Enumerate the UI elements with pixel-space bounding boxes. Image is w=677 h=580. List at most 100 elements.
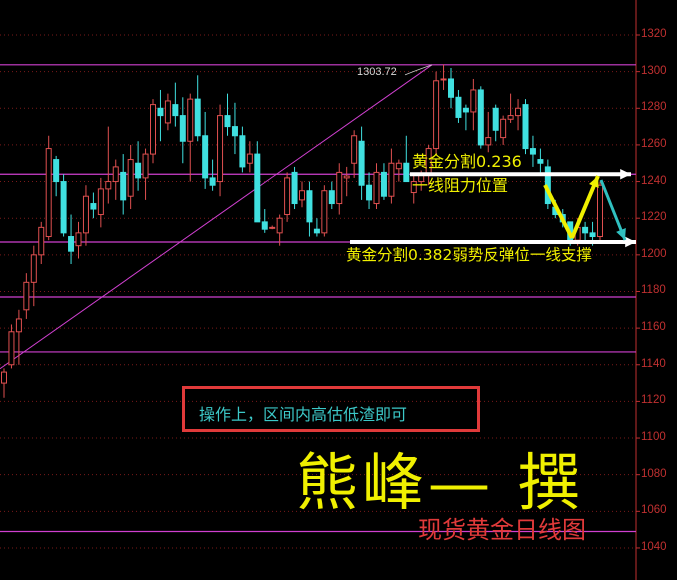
candle-body [246, 153, 253, 164]
cyan-down-arrow-head [616, 228, 626, 240]
candle-body [597, 184, 603, 238]
y-tick-label: 1240 [641, 174, 667, 187]
candle-body [187, 98, 194, 142]
y-tick-label: 1280 [641, 101, 667, 114]
y-tick-label: 1160 [641, 321, 666, 334]
candle-body [261, 221, 268, 230]
candle-body [231, 126, 238, 137]
candle-body [291, 171, 298, 205]
candle-body [202, 135, 209, 179]
y-tick-label: 1040 [641, 540, 667, 553]
candle-body [492, 107, 499, 131]
support-arrow-head [625, 236, 636, 248]
y-tick-label: 1260 [641, 137, 667, 150]
candle-body [60, 181, 67, 234]
candle-body [582, 226, 589, 234]
candle-body [433, 80, 440, 150]
candle-body [30, 254, 37, 283]
candle-body [448, 78, 454, 98]
candle-body [380, 171, 387, 197]
candle-body [477, 89, 484, 146]
candle-body [500, 118, 507, 139]
candle-body [164, 100, 171, 124]
candle-body [112, 166, 119, 183]
author-signature: 熊峰— 撰 [296, 446, 584, 519]
candle-body [470, 89, 477, 113]
candle-body [462, 107, 469, 113]
candle-body [8, 331, 15, 366]
y-tick-label: 1140 [641, 357, 666, 370]
candle-body [1, 371, 7, 384]
y-tick-label: 1180 [641, 284, 666, 297]
candle-body [403, 162, 410, 183]
fib-0382-label: 黄金分割0.382弱势反弹位一线支撑 [346, 246, 592, 264]
y-tick-label: 1060 [641, 504, 667, 517]
y-tick-label: 1220 [641, 211, 667, 224]
candle-body [97, 188, 104, 216]
candle-body [395, 162, 402, 170]
candle-body [313, 228, 320, 234]
trend-line [0, 64, 433, 370]
candle-body [410, 181, 417, 194]
candle-body [276, 217, 283, 234]
candle-body [82, 195, 89, 234]
y-tick-label: 1300 [641, 64, 667, 77]
candle-body [15, 318, 22, 333]
candle-body [507, 115, 514, 120]
candle-body [45, 148, 52, 238]
candle-body [522, 104, 529, 150]
candle-body [239, 135, 246, 168]
fib-0236-label: 黄金分割0.236 [412, 152, 522, 171]
candle-body [589, 232, 596, 238]
candle-body [217, 115, 224, 183]
candle-body [306, 190, 313, 223]
y-tick-label: 1200 [641, 247, 667, 260]
y-tick-label: 1320 [641, 28, 667, 40]
candle-body [485, 137, 492, 146]
candle-body [254, 153, 261, 223]
yellow-down-leg [543, 184, 574, 239]
candle-body [373, 171, 380, 205]
candle-body [224, 115, 231, 128]
candle-body [515, 107, 522, 117]
yellow-up-arrow-shaft [570, 175, 600, 239]
candle-body [127, 159, 134, 197]
yellow-up-arrow-head [589, 176, 599, 188]
candle-body [529, 148, 536, 155]
candle-body [23, 281, 30, 311]
candle-body [537, 159, 544, 164]
candle-body [358, 140, 365, 186]
resistance-label: 一线阻力位置 [412, 176, 509, 195]
candle-body [105, 181, 112, 190]
peak-price-label: 1303.72 [357, 66, 397, 78]
candle-body [150, 104, 156, 155]
candle-body [351, 135, 358, 164]
candle-body [194, 98, 201, 137]
candle-body [209, 177, 216, 186]
candle-body [179, 115, 186, 142]
operation-note: 操作上，区间内高估低渣即可 [199, 405, 408, 424]
candle-body [284, 177, 291, 216]
y-tick-label: 1080 [641, 467, 667, 480]
y-tick-label: 1120 [641, 394, 666, 407]
candle-body [90, 203, 97, 210]
candle-body [38, 226, 45, 256]
candle-body [53, 159, 60, 183]
candle-body [321, 190, 328, 234]
candle-body [299, 190, 305, 201]
candle-body [120, 171, 127, 201]
candle-body [269, 226, 276, 229]
candle-body [68, 236, 75, 252]
candle-body [142, 153, 149, 179]
candle-body [388, 162, 395, 197]
candle-body [135, 162, 142, 179]
peak-leader-line [404, 64, 433, 76]
candle-body [455, 96, 462, 118]
candle-body [172, 104, 179, 117]
candle-body [328, 190, 335, 205]
y-tick-label: 1100 [641, 431, 666, 444]
chart-subtitle: 现货黄金日线图 [418, 516, 586, 544]
candle-body [343, 175, 350, 179]
